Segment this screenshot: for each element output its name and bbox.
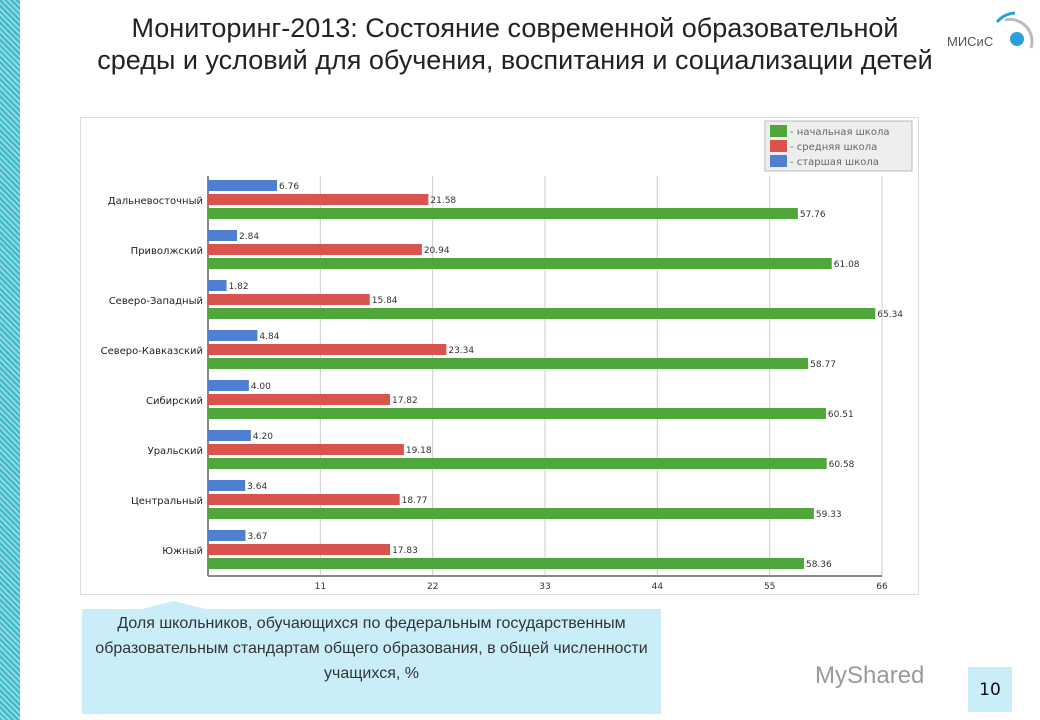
x-tick-label: 22	[427, 582, 438, 592]
decorative-strip	[0, 0, 20, 720]
page-number: 10	[968, 667, 1012, 712]
data-label: 3.67	[247, 532, 267, 542]
chart-caption: Доля школьников, обучающихся по федераль…	[82, 601, 661, 714]
bar	[208, 480, 246, 491]
legend-swatch	[770, 125, 787, 137]
x-tick-label: 11	[315, 582, 326, 592]
legend-label: - начальная школа	[790, 127, 889, 138]
data-label: 15.84	[372, 296, 398, 306]
x-tick-label: 33	[539, 582, 550, 592]
category-label: Сибирский	[146, 396, 203, 407]
data-label: 23.34	[448, 346, 474, 356]
data-label: 6.76	[279, 182, 299, 192]
bar	[208, 458, 827, 469]
bar	[208, 344, 447, 355]
data-label: 65.34	[877, 310, 903, 320]
legend-label: - средняя школа	[790, 142, 877, 153]
data-label: 17.82	[392, 396, 418, 406]
bar	[208, 280, 227, 291]
bar	[208, 494, 400, 505]
data-label: 60.58	[829, 460, 855, 470]
data-label: 4.20	[253, 432, 273, 442]
bar	[208, 244, 422, 255]
bar	[208, 294, 370, 305]
category-label: Приволжский	[131, 246, 203, 257]
category-label: Северо-Кавказский	[101, 346, 203, 357]
watermark: MyShared	[815, 662, 925, 689]
data-label: 1.82	[229, 282, 249, 292]
bar	[208, 394, 390, 405]
legend	[764, 120, 913, 172]
bar	[208, 208, 798, 219]
category-label: Северо-Западный	[109, 296, 203, 307]
page-title: Мониторинг-2013: Состояние современной о…	[97, 13, 933, 75]
legend-swatch	[770, 140, 787, 152]
bar	[208, 558, 804, 569]
data-label: 17.83	[392, 546, 418, 556]
bar	[208, 544, 391, 555]
data-label: 57.76	[800, 210, 826, 220]
data-label: 58.36	[806, 560, 832, 570]
bar	[208, 380, 249, 391]
bar	[208, 308, 876, 319]
legend-label: - старшая школа	[790, 157, 879, 168]
bar	[208, 330, 258, 341]
bar	[208, 358, 809, 369]
bar	[208, 408, 826, 419]
bar	[208, 194, 429, 205]
data-label: 21.58	[430, 196, 456, 206]
data-label: 20.94	[424, 246, 450, 256]
category-label: Дальневосточный	[108, 196, 203, 207]
chart: 11 22 33 44 55 66 Дальневосточный 6.76 21.58 57.7…	[80, 117, 919, 595]
category-label: Южный	[162, 546, 203, 557]
x-tick-label: 44	[652, 582, 664, 592]
data-label: 4.84	[259, 332, 279, 342]
x-tick-label: 55	[764, 582, 775, 592]
svg-text:МИСиС: МИСиС	[947, 34, 993, 49]
bar	[208, 444, 404, 455]
bar	[208, 430, 251, 441]
data-label: 2.84	[239, 232, 259, 242]
bar	[208, 258, 832, 269]
data-label: 60.51	[828, 410, 854, 420]
bar	[208, 180, 278, 191]
data-label: 18.77	[402, 496, 428, 506]
data-label: 61.08	[834, 260, 860, 270]
data-label: 3.64	[247, 482, 267, 492]
legend-swatch	[770, 155, 787, 167]
data-label: 4.00	[251, 382, 271, 392]
bar	[208, 230, 238, 241]
misis-logo: МИСиС	[945, 8, 1035, 58]
category-label: Центральный	[131, 496, 203, 507]
bar	[208, 508, 814, 519]
category-label: Уральский	[148, 446, 203, 457]
data-label: 19.18	[406, 446, 432, 456]
x-tick-label: 66	[876, 582, 888, 592]
data-label: 59.33	[816, 510, 842, 520]
bar	[208, 530, 246, 541]
data-label: 58.77	[810, 360, 836, 370]
